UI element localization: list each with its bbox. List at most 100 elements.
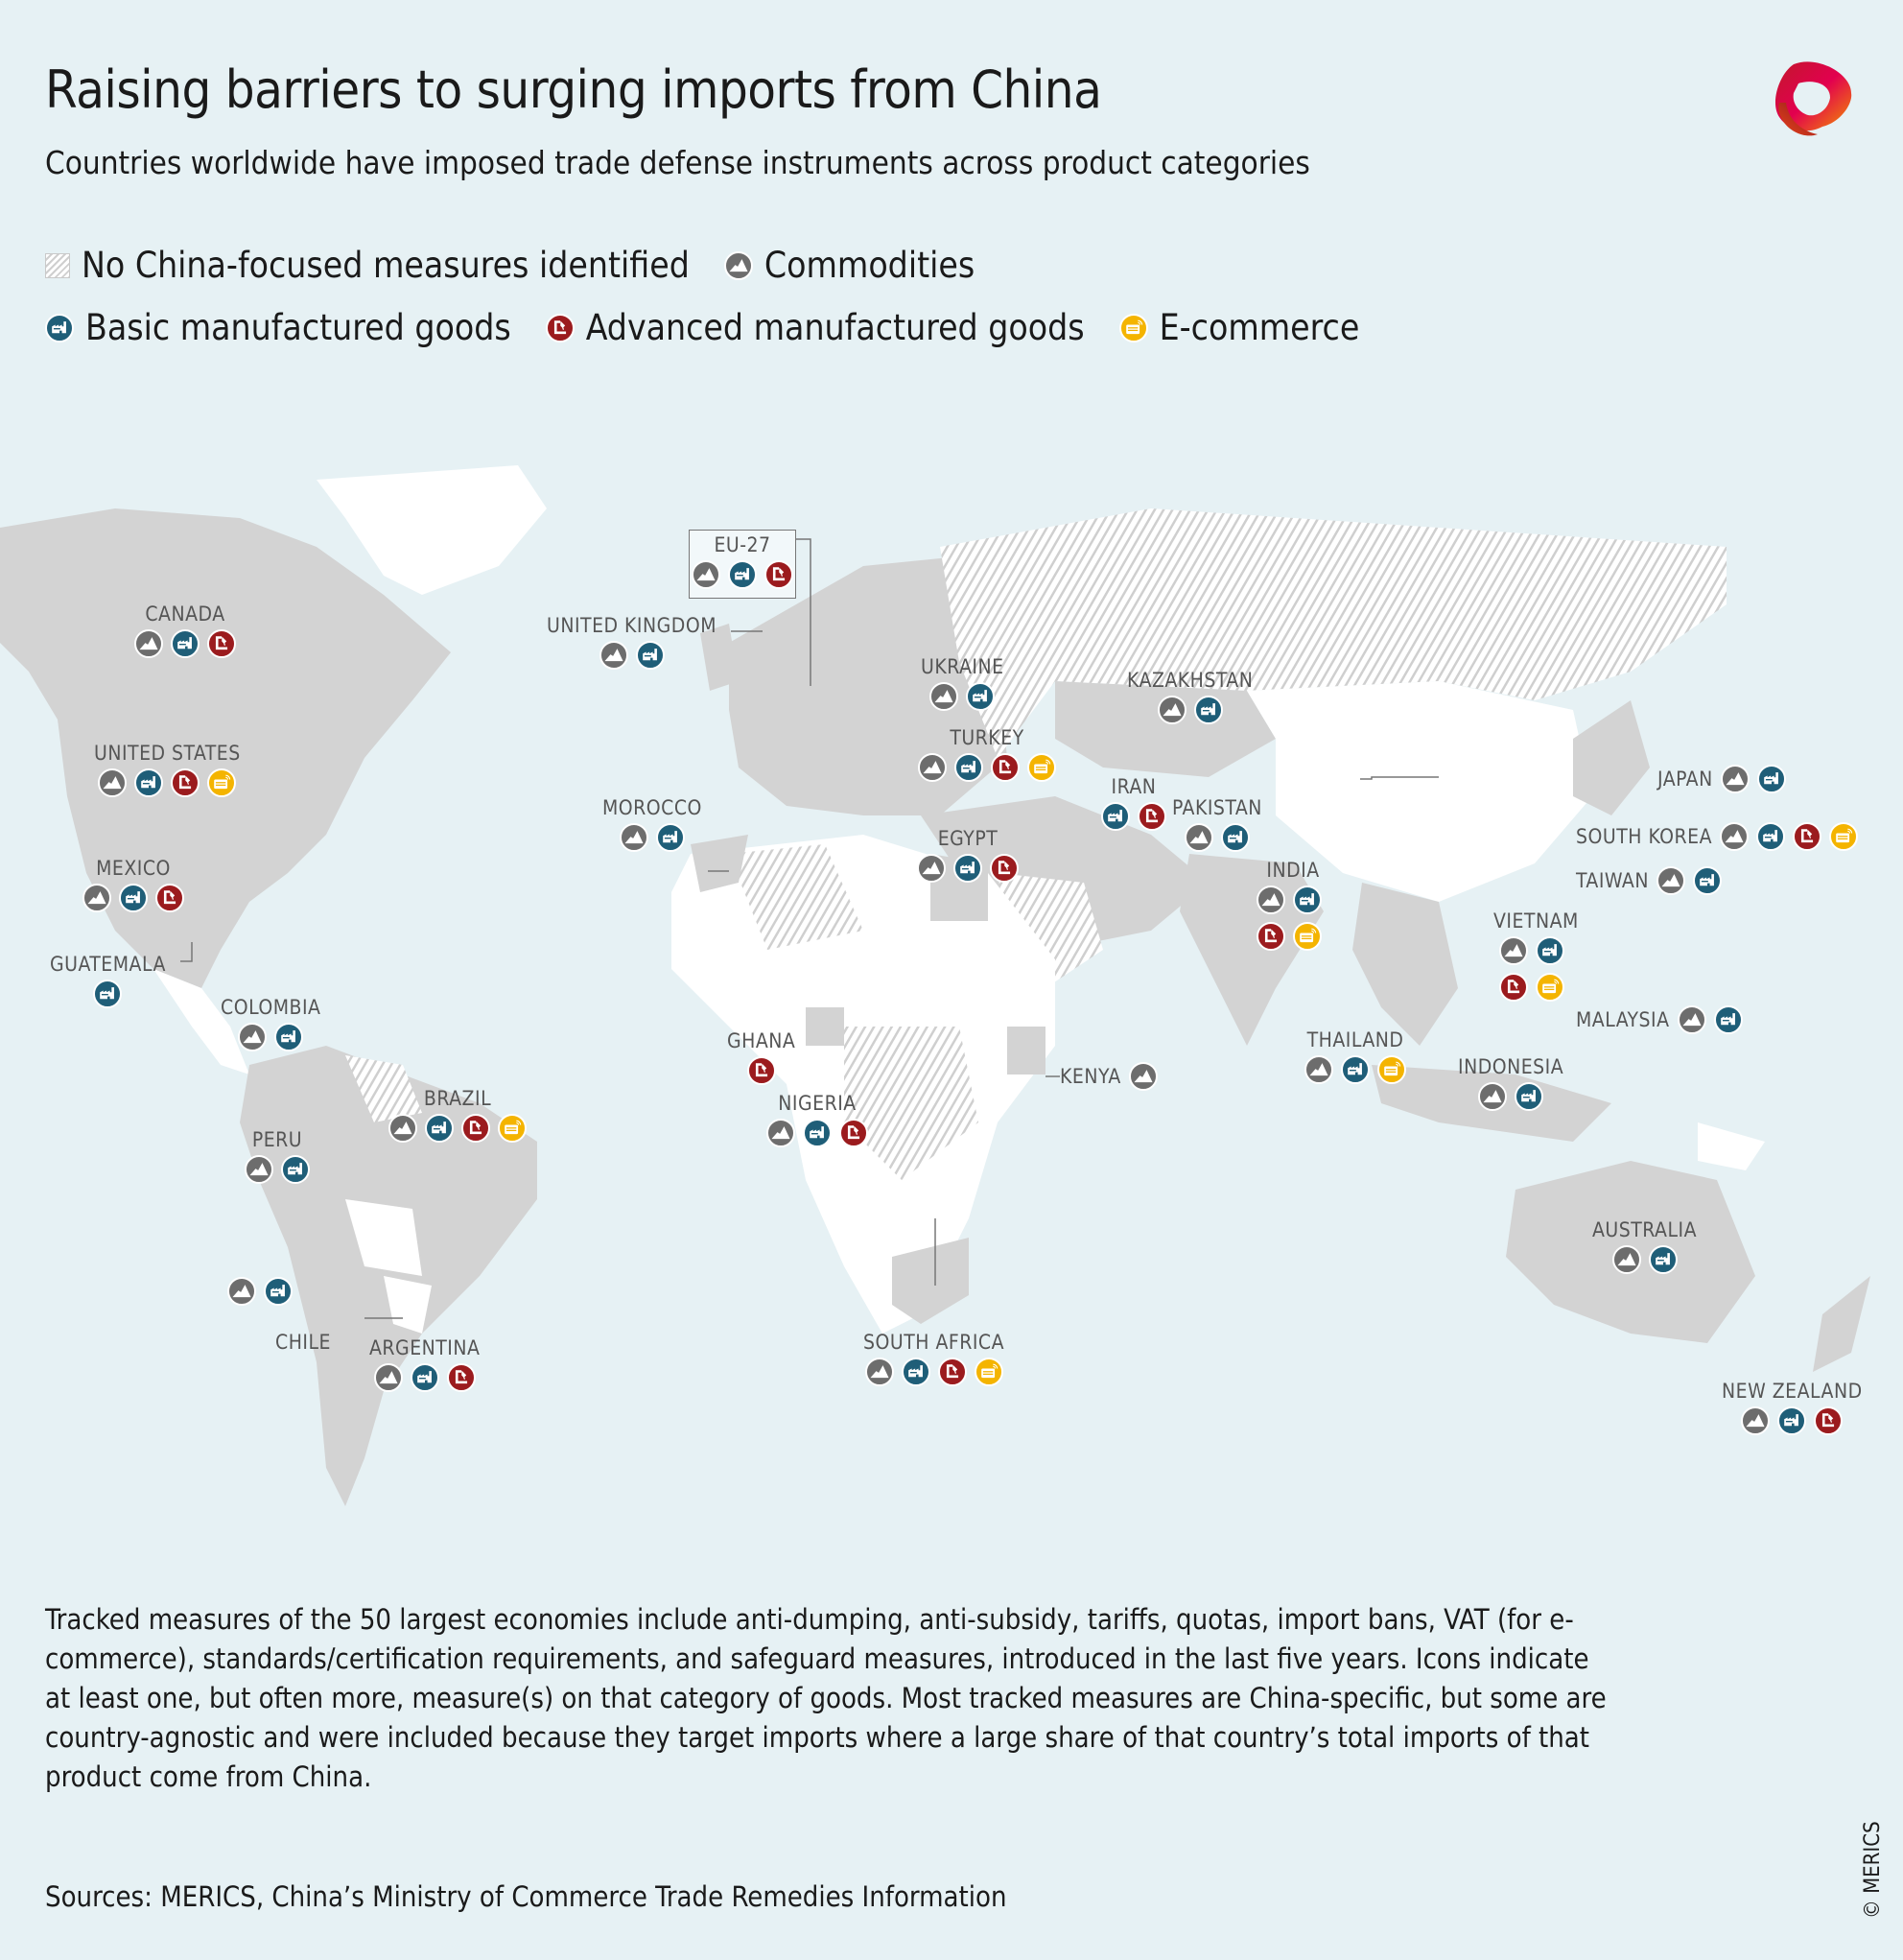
country-marker-morocco: MOROCCO — [602, 796, 702, 852]
mountain-icon — [599, 641, 628, 670]
mountain-icon — [766, 1119, 795, 1147]
mountain-icon — [1720, 765, 1750, 793]
south-africa — [892, 1238, 969, 1324]
mountain-icon — [238, 1023, 268, 1051]
machine-arm-icon — [461, 1114, 490, 1143]
machine-arm-icon — [1814, 1406, 1844, 1435]
country-label: PAKISTAN — [1172, 796, 1262, 819]
country-marker-egypt: EGYPT — [917, 827, 1019, 883]
factory-icon — [1648, 1245, 1678, 1274]
factory-icon — [1293, 886, 1322, 914]
measure-icons — [1184, 823, 1250, 852]
country-marker-new-zealand: NEW ZEALAND — [1722, 1380, 1863, 1435]
country-marker-iran: IRAN — [1101, 775, 1166, 831]
legend-row-1: No China-focused measures identified Com… — [45, 245, 1009, 286]
country-label: GHANA — [727, 1029, 796, 1052]
country-label: SOUTH AFRICA — [863, 1331, 1005, 1354]
machine-arm-icon — [839, 1119, 868, 1147]
measure-icons — [388, 1114, 527, 1143]
factory-icon — [45, 313, 74, 342]
arabia-hatch — [998, 873, 1103, 988]
country-marker-australia: AUSTRALIA — [1592, 1218, 1697, 1274]
factory-icon — [1101, 802, 1130, 831]
mountain-icon — [1478, 1082, 1508, 1111]
mountain-icon — [245, 1155, 273, 1184]
country-marker-united-states: UNITED STATES — [94, 742, 241, 797]
measure-icons — [93, 980, 123, 1008]
legend-label: No China-focused measures identified — [82, 245, 690, 286]
legend-label: Advanced manufactured goods — [585, 307, 1085, 348]
legend-item-ecommerce: E-commerce — [1118, 307, 1360, 348]
south-america — [240, 1046, 537, 1506]
measure-icons — [864, 1358, 1003, 1386]
russia-hatch — [940, 508, 1727, 758]
country-label: JAPAN — [1657, 767, 1713, 791]
country-label: UKRAINE — [921, 655, 1004, 678]
mountain-icon — [1677, 1005, 1706, 1034]
factory-icon — [281, 1155, 310, 1184]
country-label: EU-27 — [714, 533, 771, 556]
card-wireless-icon — [1536, 973, 1565, 1002]
mountain-icon — [226, 1277, 256, 1306]
factory-icon — [274, 1023, 304, 1051]
country-marker-united-kingdom: UNITED KINGDOM — [547, 614, 717, 670]
country-marker-chile: CHILE — [189, 1273, 331, 1354]
mountain-icon — [373, 1363, 403, 1392]
country-marker-vietnam: VIETNAM — [1493, 909, 1579, 1002]
country-label: COLOMBIA — [221, 996, 321, 1019]
measure-icons — [746, 1056, 776, 1085]
country-marker-kenya: KENYA — [1060, 1062, 1158, 1091]
country-label: INDONESIA — [1458, 1055, 1564, 1078]
measure-icons — [1257, 886, 1329, 951]
mountain-icon — [1656, 866, 1685, 895]
factory-icon — [728, 560, 757, 589]
factory-icon — [1515, 1082, 1544, 1111]
country-label: GUATEMALA — [50, 953, 166, 976]
country-label: PERU — [251, 1128, 303, 1151]
factory-icon — [425, 1114, 454, 1143]
country-marker-malaysia: MALAYSIA — [1576, 1005, 1743, 1034]
legend-item-commodities: Commodities — [723, 245, 975, 286]
country-label: MEXICO — [96, 857, 171, 880]
measure-icons — [929, 682, 996, 711]
mountain-icon — [1257, 886, 1285, 914]
country-marker-argentina: ARGENTINA — [369, 1336, 480, 1392]
nigeria — [806, 1007, 844, 1046]
machine-arm-icon — [155, 884, 184, 912]
measure-icons — [1101, 802, 1166, 831]
measure-icons — [226, 1277, 293, 1306]
factory-icon — [966, 682, 996, 711]
country-label: NEW ZEALAND — [1722, 1380, 1863, 1403]
machine-arm-icon — [764, 560, 793, 589]
mountain-icon — [929, 682, 959, 711]
measure-icons — [1677, 1005, 1743, 1034]
north-america — [0, 508, 451, 988]
country-marker-canada: CANADA — [134, 602, 236, 658]
country-label: ARGENTINA — [369, 1336, 481, 1359]
country-label: KAZAKHSTAN — [1127, 669, 1254, 692]
mountain-icon — [692, 560, 720, 589]
country-label: CANADA — [145, 602, 225, 626]
chart-subtitle: Countries worldwide have imposed trade d… — [45, 144, 1310, 181]
country-label: THAILAND — [1306, 1028, 1404, 1051]
country-label: UNITED STATES — [94, 742, 241, 765]
new-zealand — [1813, 1276, 1870, 1372]
measure-icons — [1656, 866, 1722, 895]
measure-icons — [1720, 765, 1786, 793]
hatch-swatch-icon — [45, 252, 70, 278]
png — [1698, 1122, 1765, 1170]
country-label: NIGERIA — [778, 1092, 857, 1115]
measure-icons — [917, 854, 1019, 883]
measure-icons — [599, 641, 665, 670]
legend-label: E-commerce — [1159, 307, 1360, 348]
country-label: IRAN — [1111, 775, 1157, 798]
country-marker-peru: PERU — [245, 1128, 310, 1184]
sources-text: Sources: MERICS, China’s Ministry of Com… — [45, 1880, 1007, 1913]
machine-arm-icon — [1138, 802, 1166, 831]
machine-arm-icon — [1499, 973, 1529, 1002]
card-wireless-icon — [207, 768, 237, 797]
venezuela-hatch — [345, 1055, 422, 1122]
factory-icon — [1220, 823, 1250, 852]
legend-label: Commodities — [764, 245, 975, 286]
measure-icons — [692, 560, 793, 589]
